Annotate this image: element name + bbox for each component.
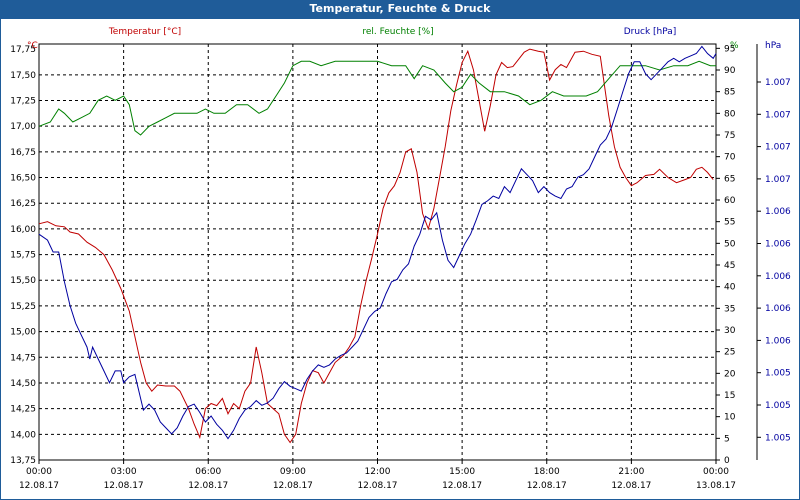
pressure-axis-label: Druck [hPa] bbox=[624, 27, 677, 37]
pressure-tick-label: 1.006 bbox=[765, 207, 791, 217]
humidity-tick-label: 65 bbox=[724, 174, 735, 184]
pressure-unit-label: hPa bbox=[765, 41, 781, 51]
humidity-tick-label: 55 bbox=[724, 218, 735, 228]
x-tick-label-date: 12.08.17 bbox=[104, 481, 144, 491]
temperature-tick-label: 14,75 bbox=[10, 353, 36, 363]
humidity-tick-label: 0 bbox=[724, 456, 730, 466]
humidity-series-line bbox=[38, 60, 716, 136]
humidity-tick-label: 15 bbox=[724, 391, 735, 401]
temperature-tick-label: 15,50 bbox=[10, 276, 36, 286]
pressure-tick-label: 1.005 bbox=[765, 433, 791, 443]
x-tick-label-time: 18:00 bbox=[534, 467, 560, 477]
x-tick-label-date: 12.08.17 bbox=[527, 481, 567, 491]
x-tick-label-date: 12.08.17 bbox=[273, 481, 313, 491]
x-tick-label-time: 09:00 bbox=[280, 467, 306, 477]
temperature-tick-label: 17,75 bbox=[10, 45, 36, 55]
pressure-tick-label: 1.007 bbox=[765, 78, 791, 88]
temperature-tick-label: 17,50 bbox=[10, 71, 36, 81]
x-tick-label-date: 12.08.17 bbox=[611, 481, 651, 491]
temperature-tick-label: 14,25 bbox=[10, 405, 36, 415]
humidity-tick-label: 30 bbox=[724, 326, 736, 336]
x-tick-label-time: 00:00 bbox=[26, 467, 52, 477]
pressure-tick-label: 1.005 bbox=[765, 401, 791, 411]
pressure-tick-label: 1.006 bbox=[765, 272, 791, 282]
humidity-tick-label: 75 bbox=[724, 131, 735, 141]
temperature-tick-label: 16,75 bbox=[10, 148, 36, 158]
temperature-tick-label: 16,00 bbox=[10, 225, 36, 235]
temperature-tick-label: 14,00 bbox=[10, 430, 36, 440]
humidity-tick-label: 50 bbox=[724, 239, 736, 249]
x-tick-label-time: 12:00 bbox=[365, 467, 391, 477]
temperature-series-line bbox=[38, 48, 714, 444]
humidity-tick-label: 70 bbox=[724, 153, 736, 163]
temperature-tick-label: 13,75 bbox=[10, 456, 36, 466]
temperature-unit-label: °C bbox=[27, 41, 38, 51]
humidity-tick-label: 60 bbox=[724, 196, 736, 206]
humidity-axis-label: rel. Feuchte [%] bbox=[362, 27, 433, 37]
humidity-tick-label: 85 bbox=[724, 88, 735, 98]
x-tick-label-time: 06:00 bbox=[195, 467, 221, 477]
temperature-tick-label: 15,00 bbox=[10, 328, 36, 338]
pressure-series-line bbox=[38, 45, 717, 440]
pressure-tick-label: 1.007 bbox=[765, 143, 791, 153]
x-tick-label-date: 12.08.17 bbox=[19, 481, 59, 491]
humidity-tick-label: 45 bbox=[724, 261, 735, 271]
humidity-unit-label: % bbox=[730, 41, 739, 51]
temperature-tick-label: 14,50 bbox=[10, 379, 36, 389]
humidity-tick-label: 80 bbox=[724, 109, 736, 119]
humidity-tick-label: 35 bbox=[724, 304, 735, 314]
pressure-tick-label: 1.006 bbox=[765, 240, 791, 250]
humidity-tick-label: 90 bbox=[724, 66, 736, 76]
x-tick-label-date: 12.08.17 bbox=[188, 481, 228, 491]
pressure-tick-label: 1.007 bbox=[765, 110, 791, 120]
humidity-tick-label: 25 bbox=[724, 348, 735, 358]
temperature-tick-label: 15,25 bbox=[10, 302, 36, 312]
pressure-tick-label: 1.006 bbox=[765, 336, 791, 346]
humidity-tick-label: 95 bbox=[724, 44, 735, 54]
x-tick-label-date: 12.08.17 bbox=[442, 481, 482, 491]
humidity-tick-label: 10 bbox=[724, 413, 736, 423]
temperature-tick-label: 16,25 bbox=[10, 199, 36, 209]
chart-title: Temperatur, Feuchte & Druck bbox=[0, 0, 800, 18]
temperature-tick-label: 17,25 bbox=[10, 96, 36, 106]
pressure-tick-label: 1.007 bbox=[765, 175, 791, 185]
x-tick-label-date: 13.08.17 bbox=[696, 481, 736, 491]
x-tick-label-time: 15:00 bbox=[449, 467, 475, 477]
temperature-tick-label: 15,75 bbox=[10, 251, 36, 261]
pressure-tick-label: 1.005 bbox=[765, 369, 791, 379]
temperature-tick-label: 16,50 bbox=[10, 174, 36, 184]
x-tick-label-time: 00:00 bbox=[703, 467, 729, 477]
temperature-tick-label: 17,00 bbox=[10, 122, 36, 132]
x-tick-label-time: 03:00 bbox=[111, 467, 137, 477]
x-tick-label-time: 21:00 bbox=[618, 467, 644, 477]
x-tick-label-date: 12.08.17 bbox=[357, 481, 397, 491]
humidity-tick-label: 5 bbox=[724, 434, 730, 444]
pressure-tick-label: 1.006 bbox=[765, 304, 791, 314]
temperature-axis-label: Temperatur [°C] bbox=[108, 27, 181, 37]
humidity-tick-label: 20 bbox=[724, 369, 736, 379]
humidity-tick-label: 40 bbox=[724, 283, 736, 293]
chart-area: 00:00 12.08.17 03:00 12.08.17 06:00 12.08.17 0… bbox=[10, 27, 791, 491]
